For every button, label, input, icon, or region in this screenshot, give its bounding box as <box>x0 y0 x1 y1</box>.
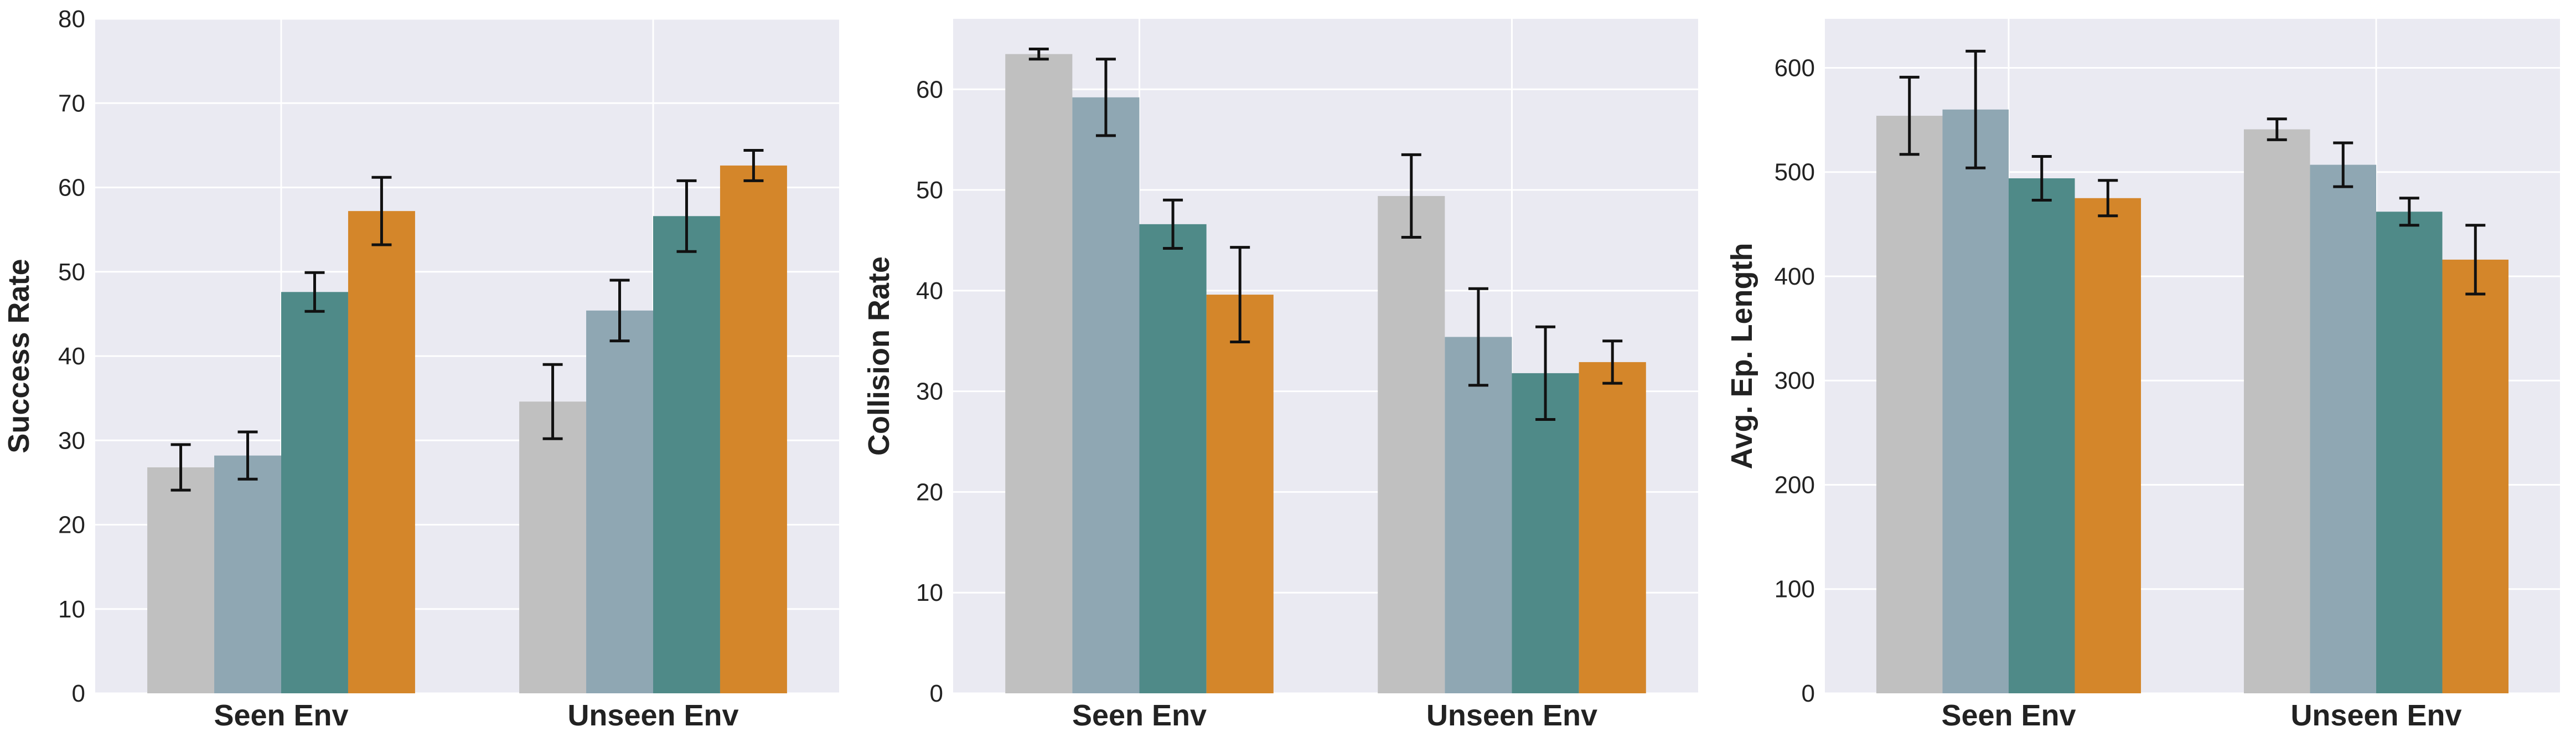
collision-rate-error-bar-seen-env-series-3 <box>1163 198 1183 250</box>
collision-rate-bar-seen-env-series-4 <box>1206 295 1274 693</box>
success-rate-error-bar-unseen-env-series-3 <box>676 179 697 253</box>
success-rate-y-tick-label: 10 <box>58 596 85 623</box>
avg-episode-length-error-bar-unseen-env-series-3 <box>2399 197 2419 227</box>
success-rate-x-category-label: Seen Env <box>214 699 348 732</box>
collision-rate-bar-seen-env-series-1 <box>1005 54 1073 694</box>
success-rate-error-bar-seen-env-series-4 <box>371 176 392 246</box>
avg-episode-length-y-tick-label: 200 <box>1775 471 1815 498</box>
success-rate-bar-unseen-env-series-1 <box>519 401 587 693</box>
success-rate-error-bar-unseen-env-series-2 <box>609 279 630 343</box>
collision-rate-bar-seen-env-series-2 <box>1072 97 1140 694</box>
avg-episode-length-x-category-label: Unseen Env <box>2290 699 2461 732</box>
collision-rate-error-bar-unseen-env-series-1 <box>1401 153 1421 239</box>
avg-episode-length-error-bar-unseen-env-series-2 <box>2333 141 2353 188</box>
avg-episode-length-bar-unseen-env-series-4 <box>2442 259 2509 693</box>
avg-episode-length-bar-unseen-env-series-3 <box>2376 212 2443 693</box>
collision-rate-x-category-label: Unseen Env <box>1426 699 1597 732</box>
avg-episode-length-y-tick-label: 300 <box>1775 367 1815 394</box>
collision-rate-y-tick-label: 30 <box>916 378 943 405</box>
collision-rate-error-bar-unseen-env-series-3 <box>1535 325 1556 421</box>
collision-rate-y-tick-label: 40 <box>916 277 943 305</box>
collision-rate-error-bar-unseen-env-series-4 <box>1602 339 1623 385</box>
avg-episode-length-bar-seen-env-series-2 <box>1942 109 2009 694</box>
success-rate-error-bar-seen-env-series-1 <box>170 443 191 492</box>
collision-rate-error-bar-seen-env-series-1 <box>1028 48 1049 61</box>
avg-episode-length-error-bar-seen-env-series-3 <box>2031 154 2052 202</box>
success-rate-bar-unseen-env-series-3 <box>653 216 720 693</box>
collision-rate-y-tick-label: 60 <box>916 76 943 103</box>
collision-rate-bar-seen-env-series-3 <box>1139 224 1207 693</box>
success-rate-error-bar-unseen-env-series-4 <box>743 149 764 182</box>
collision-rate-error-bar-seen-env-series-2 <box>1095 58 1116 137</box>
success-rate-y-tick-label: 60 <box>58 174 85 202</box>
success-rate-bar-seen-env-series-4 <box>348 211 415 693</box>
collision-rate-y-tick-label: 10 <box>916 579 943 606</box>
collision-rate-error-bar-seen-env-series-4 <box>1230 246 1250 344</box>
success-rate-bar-unseen-env-series-2 <box>586 310 653 693</box>
avg-episode-length-y-axis-title: Avg. Ep. Length <box>1725 243 1758 470</box>
success-rate-y-tick-label: 70 <box>58 90 85 117</box>
success-rate-x-category-label: Unseen Env <box>567 699 738 732</box>
avg-episode-length-y-tick-label: 400 <box>1775 263 1815 290</box>
success-rate-bar-seen-env-series-3 <box>281 292 348 693</box>
avg-episode-length-y-tick-label: 100 <box>1775 576 1815 603</box>
avg-episode-length-bar-seen-env-series-1 <box>1876 116 1943 694</box>
collision-rate-y-tick-label: 20 <box>916 478 943 506</box>
avg-episode-length-error-bar-seen-env-series-2 <box>1965 49 1986 169</box>
avg-episode-length-error-bar-unseen-env-series-1 <box>2267 117 2287 141</box>
collision-rate-panel: 0 10 20 30 40 50 60 Seen Env Unseen Env Collision… <box>862 19 1698 732</box>
avg-episode-length-y-tick-label: 600 <box>1775 54 1815 81</box>
avg-episode-length-panel: 0 100 200 300 400 500 600 Seen Env Unseen Env Avg… <box>1725 19 2560 732</box>
collision-rate-bar-unseen-env-series-3 <box>1512 373 1579 693</box>
collision-rate-bar-unseen-env-series-2 <box>1445 337 1512 693</box>
success-rate-bar-seen-env-series-2 <box>214 455 281 693</box>
avg-episode-length-y-tick-label: 0 <box>1802 680 1815 707</box>
success-rate-error-bar-seen-env-series-3 <box>304 271 325 313</box>
collision-rate-error-bar-unseen-env-series-2 <box>1468 287 1488 387</box>
success-rate-y-tick-label: 0 <box>72 680 85 707</box>
avg-episode-length-error-bar-seen-env-series-4 <box>2098 179 2118 218</box>
avg-episode-length-bar-unseen-env-series-2 <box>2310 164 2376 693</box>
collision-rate-y-tick-label: 0 <box>930 680 943 707</box>
collision-rate-y-axis-title: Collision Rate <box>862 256 896 456</box>
avg-episode-length-error-bar-seen-env-series-1 <box>1899 75 1920 156</box>
avg-episode-length-bar-seen-env-series-4 <box>2075 198 2142 693</box>
collision-rate-bar-unseen-env-series-1 <box>1378 195 1445 693</box>
avg-episode-length-x-category-label: Seen Env <box>1941 699 2076 732</box>
success-rate-bar-seen-env-series-1 <box>147 467 215 693</box>
success-rate-bar-unseen-env-series-4 <box>720 165 787 693</box>
collision-rate-bar-unseen-env-series-4 <box>1579 362 1646 693</box>
avg-episode-length-bar-seen-env-series-3 <box>2009 178 2075 693</box>
success-rate-y-tick-label: 20 <box>58 512 85 539</box>
avg-episode-length-error-bar-unseen-env-series-4 <box>2465 224 2486 296</box>
success-rate-panel: 0 10 20 30 40 50 60 70 80 Seen Env Unseen Env Succe… <box>2 6 839 732</box>
avg-episode-length-bar-unseen-env-series-1 <box>2243 129 2310 693</box>
success-rate-y-tick-label: 50 <box>58 259 85 286</box>
success-rate-error-bar-unseen-env-series-1 <box>542 363 563 440</box>
success-rate-y-tick-label: 40 <box>58 343 85 370</box>
avg-episode-length-y-tick-label: 500 <box>1775 159 1815 186</box>
collision-rate-x-category-label: Seen Env <box>1072 699 1207 732</box>
success-rate-y-tick-label: 30 <box>58 427 85 454</box>
success-rate-y-axis-title: Success Rate <box>2 259 35 453</box>
success-rate-y-tick-label: 80 <box>58 6 85 33</box>
collision-rate-y-tick-label: 50 <box>916 177 943 204</box>
success-rate-error-bar-seen-env-series-2 <box>237 430 258 481</box>
